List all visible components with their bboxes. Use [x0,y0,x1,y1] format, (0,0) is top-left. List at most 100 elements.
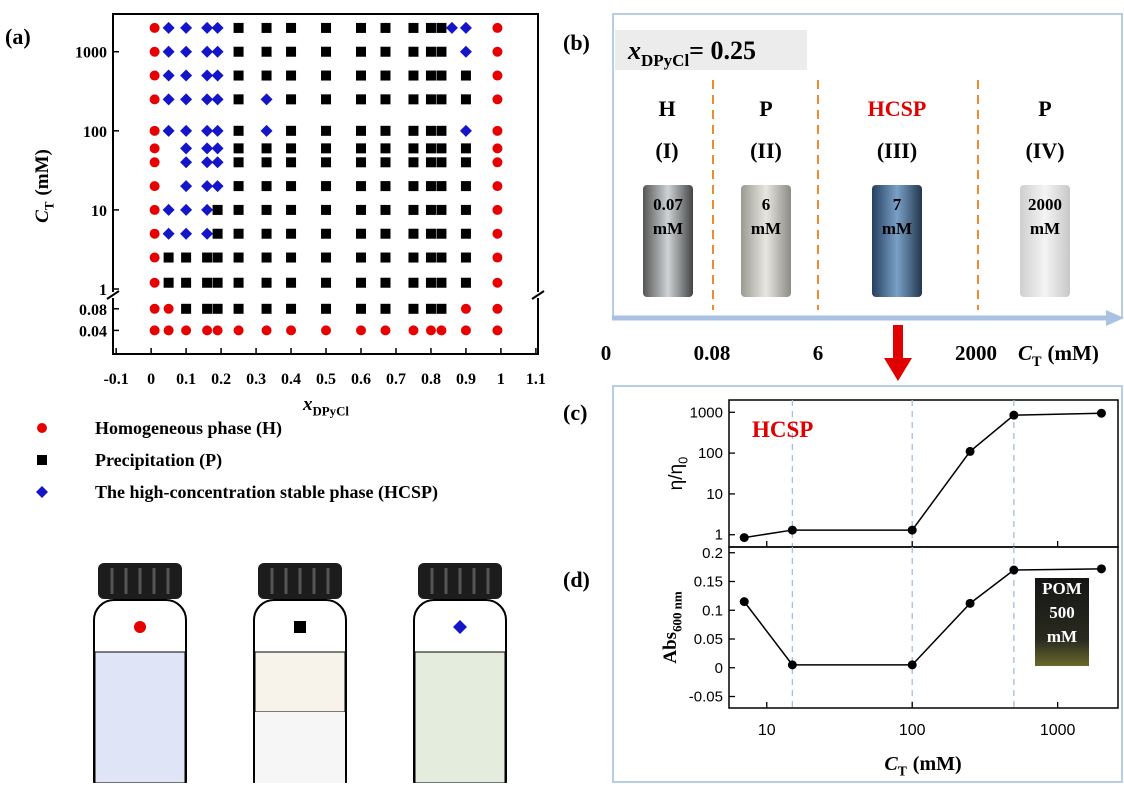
legend-marker [36,486,48,498]
panel-label: (a) [5,24,31,49]
vial-label: mM [751,219,781,238]
point [286,143,296,153]
point [356,229,366,239]
panel-title-main: x [627,36,641,65]
point [234,71,244,81]
point [286,304,296,314]
y-tick-label: 10 [706,486,723,503]
x-tick-label: 100 [899,722,926,739]
point [286,94,296,104]
point [408,47,418,57]
point [234,143,244,153]
point [356,325,366,335]
point [908,526,917,535]
point [181,253,191,263]
point [181,278,191,288]
point [262,229,272,239]
point [1009,411,1018,420]
point [788,660,797,669]
axis-break [107,291,119,299]
point [181,304,191,314]
point [286,23,296,33]
point [321,181,331,191]
point [321,94,331,104]
point [201,46,213,58]
x-tick-label: 0.6 [351,371,371,388]
point [150,253,160,263]
vial-label: 6 [762,195,771,214]
point [201,70,213,82]
point [180,180,192,192]
vial-label: mM [653,219,683,238]
point [286,157,296,167]
point [436,304,446,314]
point [163,22,175,34]
phase-roman: (II) [750,138,782,163]
point [234,325,244,335]
point [740,533,749,542]
axis-title-sub: 600 nm [669,591,684,632]
point [150,94,160,104]
point [234,47,244,57]
axis-title-sub: T [41,201,56,210]
x-tick-label: 0.9 [456,371,476,388]
point [408,181,418,191]
point [150,325,160,335]
point [426,143,436,153]
point [408,143,418,153]
point [492,205,502,215]
vials [94,563,506,783]
axis-title: CT(mM) [32,149,56,223]
point [234,229,244,239]
point [461,325,471,335]
point [286,126,296,136]
point [492,94,502,104]
x-tick-label: 0.1 [176,371,196,388]
axis-title-main: C [32,210,53,223]
y-tick-label: 0.05 [694,631,723,648]
point [181,325,191,335]
point [380,229,390,239]
point [380,181,390,191]
point [212,46,224,58]
vial-label: 2000 [1028,195,1062,214]
point [262,325,272,335]
point [446,22,458,34]
x-tick-label: 10 [758,722,776,739]
phase-name: P [1038,96,1051,121]
y-tick-label: 100 [698,445,723,462]
point [234,304,244,314]
point [426,126,436,136]
point [461,71,471,81]
axis-title-unit: (mM) [1048,341,1099,365]
point [408,157,418,167]
point [426,23,436,33]
axis-break [532,291,544,299]
point [966,599,975,608]
x-tick-label: 0.5 [316,371,336,388]
point [202,253,212,263]
point [213,278,223,288]
point [262,278,272,288]
axis-title: Abs600 nm [660,591,684,663]
point [201,22,213,34]
point [492,143,502,153]
point [408,229,418,239]
point [380,23,390,33]
point [262,205,272,215]
x-tick-label: 0 [147,371,155,388]
point [286,278,296,288]
y-tick-label: 0.1 [702,602,723,619]
point [261,125,273,137]
point [460,46,472,58]
point [356,181,366,191]
point [492,278,502,288]
point [262,157,272,167]
point [356,71,366,81]
point [408,71,418,81]
phase-name: H [658,96,675,121]
point [262,143,272,153]
point [150,143,160,153]
point [212,142,224,154]
x-tick-label: 1.1 [526,371,546,388]
